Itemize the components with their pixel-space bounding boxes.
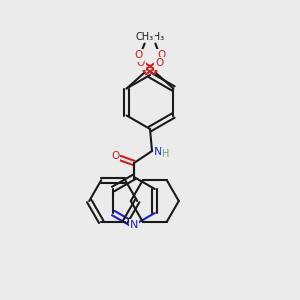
Text: N: N [154, 147, 162, 157]
Text: CH₃: CH₃ [136, 32, 154, 41]
Text: O: O [136, 58, 145, 68]
Text: O: O [155, 58, 164, 68]
Text: O: O [134, 50, 143, 61]
Text: O: O [157, 50, 166, 61]
Text: N: N [130, 220, 138, 230]
Text: H: H [162, 149, 170, 159]
Text: CH₃: CH₃ [146, 32, 164, 41]
Text: O: O [111, 151, 119, 161]
